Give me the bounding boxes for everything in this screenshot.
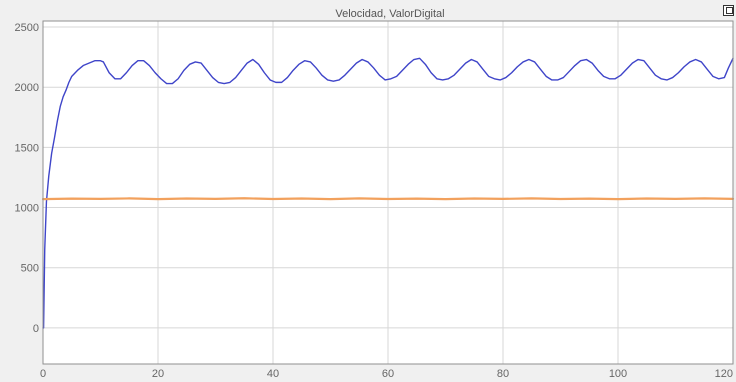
x-tick-label: 40 (267, 368, 279, 380)
y-tick-label: 2500 (15, 22, 39, 34)
series-layer (41, 57, 735, 329)
plot-frame (42, 20, 734, 365)
y-tick-label: 500 (21, 263, 39, 275)
chart-title: Velocidad, ValorDigital (335, 8, 444, 20)
x-tick-label: 120 (715, 368, 733, 380)
grid-lines (42, 21, 734, 364)
y-tick-label: 1500 (15, 142, 39, 154)
y-tick-label: 2000 (15, 82, 39, 94)
x-tick-label: 80 (497, 368, 509, 380)
x-tick-label: 100 (609, 368, 627, 380)
x-tick-label: 20 (152, 368, 164, 380)
speed-series-line (42, 57, 734, 329)
digital-value-series-line (41, 197, 735, 201)
y-tick-label: 1000 (15, 203, 39, 215)
y-tick-labels: 0 500 1000 1500 2000 2500 (15, 22, 39, 335)
y-tick-label: 0 (33, 323, 39, 335)
x-tick-labels: 0 20 40 60 80 100 120 (40, 368, 733, 380)
x-tick-label: 60 (382, 368, 394, 380)
restore-window-icon[interactable] (723, 5, 734, 16)
x-tick-label: 0 (40, 368, 46, 380)
